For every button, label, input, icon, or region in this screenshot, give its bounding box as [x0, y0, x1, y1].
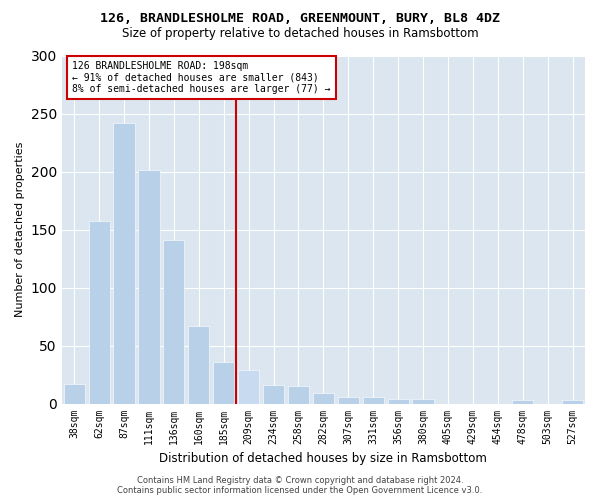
Bar — [188, 326, 209, 404]
Bar — [139, 170, 160, 404]
Bar — [362, 396, 384, 404]
Bar — [388, 399, 409, 404]
Bar — [89, 222, 110, 404]
Bar — [163, 240, 184, 404]
Bar — [238, 370, 259, 404]
Bar — [64, 384, 85, 404]
Bar — [338, 396, 359, 404]
X-axis label: Distribution of detached houses by size in Ramsbottom: Distribution of detached houses by size … — [160, 452, 487, 465]
Bar — [562, 400, 583, 404]
Bar — [288, 386, 309, 404]
Bar — [412, 399, 434, 404]
Bar — [263, 385, 284, 404]
Y-axis label: Number of detached properties: Number of detached properties — [15, 142, 25, 317]
Bar — [313, 393, 334, 404]
Text: 126, BRANDLESHOLME ROAD, GREENMOUNT, BURY, BL8 4DZ: 126, BRANDLESHOLME ROAD, GREENMOUNT, BUR… — [100, 12, 500, 26]
Bar — [512, 400, 533, 404]
Bar — [113, 123, 134, 404]
Text: 126 BRANDLESHOLME ROAD: 198sqm
← 91% of detached houses are smaller (843)
8% of : 126 BRANDLESHOLME ROAD: 198sqm ← 91% of … — [72, 60, 331, 94]
Text: Size of property relative to detached houses in Ramsbottom: Size of property relative to detached ho… — [122, 28, 478, 40]
Text: Contains HM Land Registry data © Crown copyright and database right 2024.
Contai: Contains HM Land Registry data © Crown c… — [118, 476, 482, 495]
Bar — [213, 362, 235, 404]
